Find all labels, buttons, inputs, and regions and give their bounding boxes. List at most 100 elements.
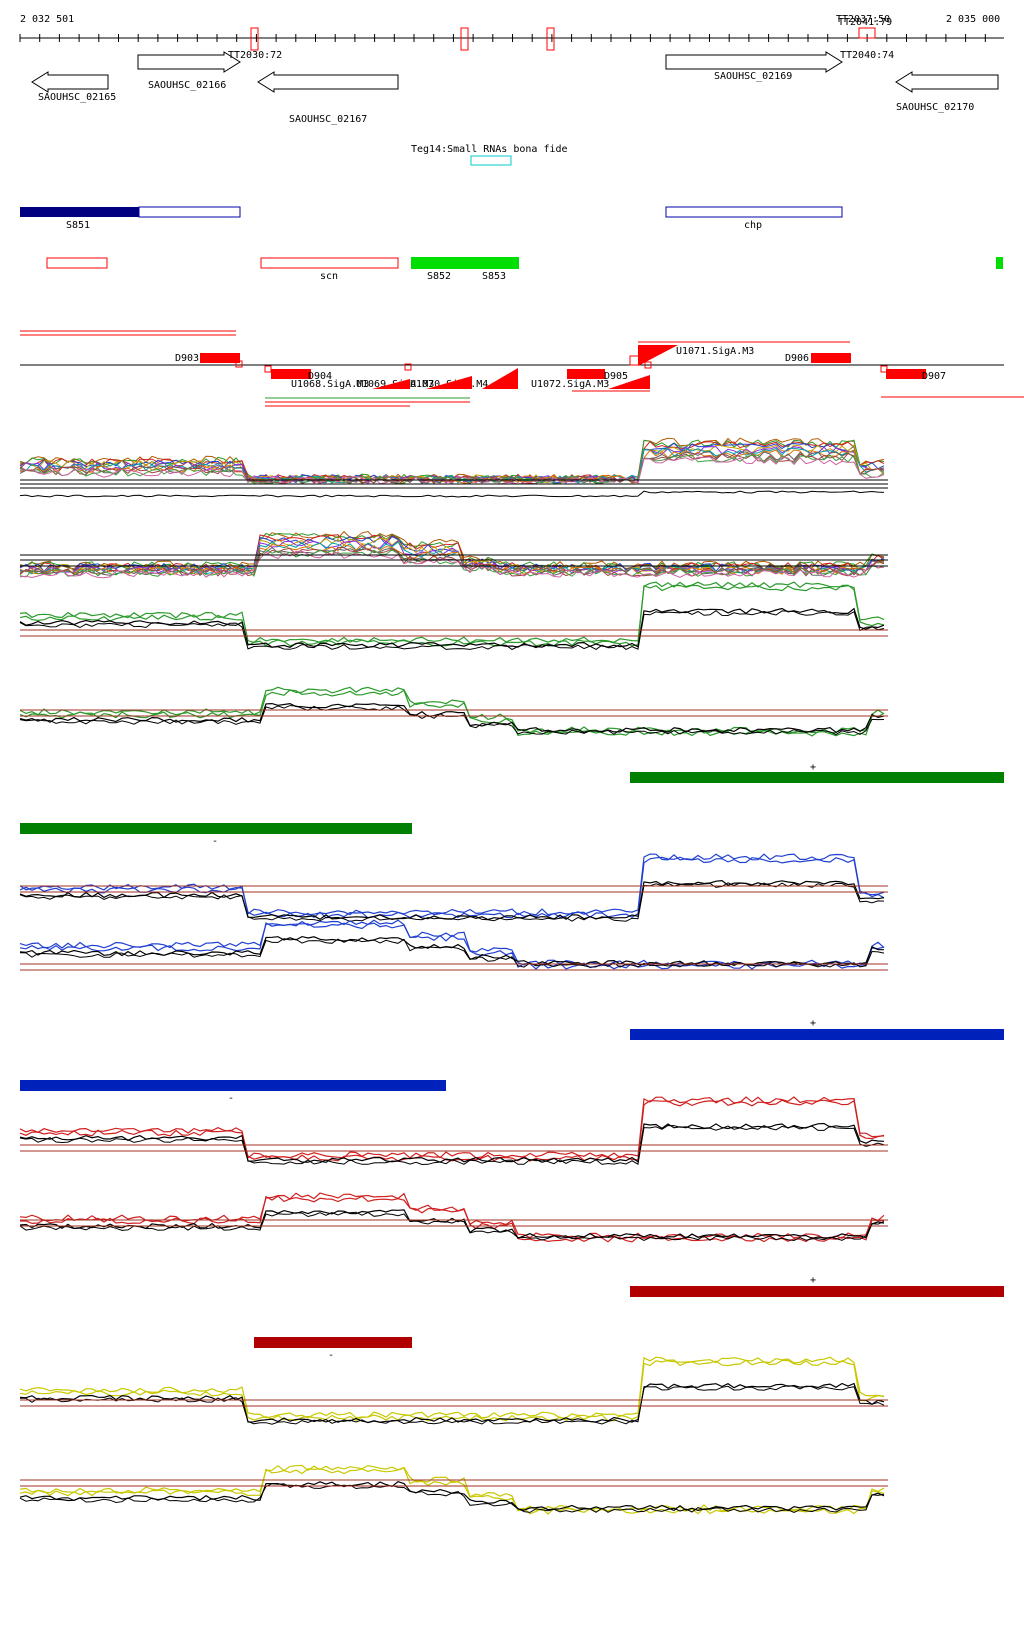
- minus-strand-label: -: [228, 1093, 234, 1104]
- ruler-ticks: [19, 34, 986, 42]
- profile-line-plus: [19, 1382, 885, 1424]
- minus-strand-label: -: [328, 1350, 334, 1361]
- profile-line-minus: [19, 938, 885, 968]
- gene-arrow-saouhsc-02165[interactable]: [31, 71, 109, 93]
- plus-strand-bar-red[interactable]: [630, 1286, 1004, 1297]
- feature-label: U1072.SigA.M3: [531, 379, 609, 390]
- segment-label: chp: [744, 220, 762, 231]
- terminator-label-tt2041: TT2041:79: [838, 17, 892, 28]
- segment-green-edge[interactable]: [996, 257, 1003, 269]
- segment-s851-outline[interactable]: [138, 206, 241, 218]
- feature-track: D903 D904 U1068.SigA.M3 U1069.SigA.M3 U1…: [20, 330, 1024, 407]
- profile-line-plus: [19, 490, 885, 498]
- profile-line-minus: [19, 530, 885, 570]
- profile-line-minus: [19, 546, 885, 577]
- feature-d905[interactable]: [567, 369, 605, 379]
- minus-strand-bar-red[interactable]: [254, 1337, 412, 1348]
- profile-line-minus: [19, 919, 885, 967]
- feature-label: D903: [175, 353, 199, 364]
- small-rna-track: Teg14:Small RNAs bona fide: [411, 144, 568, 166]
- minus-strand-label: -: [212, 836, 218, 847]
- gene-label: SAOUHSC_02170: [896, 102, 974, 113]
- feature-label: U1068.SigA.M3: [291, 379, 369, 390]
- profile-line-plus: [19, 454, 885, 485]
- segment-chp[interactable]: [665, 206, 843, 218]
- profile-line-plus: [19, 1385, 885, 1425]
- segment-s851-solid[interactable]: [20, 207, 139, 217]
- terminator-marker[interactable]: [546, 27, 555, 51]
- feature-d906[interactable]: [811, 353, 851, 363]
- profile-line-minus: [19, 935, 884, 966]
- gene-arrow-saouhsc-02166[interactable]: [137, 51, 241, 73]
- profile-line-plus: [19, 856, 885, 919]
- profile-line-plus: [19, 1356, 885, 1419]
- plus-strand-label: +: [810, 1275, 816, 1286]
- feature-d903[interactable]: [200, 353, 240, 363]
- gene-track: SAOUHSC_02165 SAOUHSC_02166 SAOUHSC_0216…: [31, 51, 999, 125]
- ruler-end-label: 2 035 000: [946, 14, 1000, 25]
- gene-arrow-saouhsc-02170[interactable]: [895, 71, 999, 93]
- profile-line-plus: [19, 1359, 885, 1422]
- strand-bars: + - + - + -: [20, 762, 1004, 1361]
- terminator-label-tt2037: TT2037:50: [836, 14, 890, 25]
- feature-label: U1071.SigA.M3: [676, 346, 754, 357]
- segment-label: scn: [320, 271, 338, 282]
- profile-line-plus: [19, 447, 885, 484]
- minus-strand-bar-blue[interactable]: [20, 1080, 446, 1091]
- minus-strand-bar-green[interactable]: [20, 823, 412, 834]
- profile-line-minus: [19, 1483, 885, 1513]
- gene-arrow-saouhsc-02167[interactable]: [257, 71, 399, 93]
- terminator-marker[interactable]: [858, 27, 876, 39]
- profile-line-plus: [19, 882, 885, 922]
- small-rna-label: Teg14:Small RNAs bona fide: [411, 144, 568, 155]
- profile-line-minus: [19, 1209, 885, 1239]
- profile-line-minus: [19, 537, 885, 574]
- segment-track: S851 chp scn S852 S853: [20, 206, 1003, 282]
- ruler-start-label: 2 032 501: [20, 14, 74, 25]
- profile-line-plus: [19, 610, 885, 651]
- profile-line-plus: [19, 1124, 885, 1166]
- profile-line-minus: [19, 550, 885, 579]
- coordinate-ruler: 2 032 501 2 035 000 TT2030:72 TT2040:74 …: [19, 14, 1004, 61]
- gene-label: SAOUHSC_02167: [289, 114, 367, 125]
- feature-label: D904: [308, 371, 332, 382]
- feature-label: D905: [604, 371, 628, 382]
- profile-line-minus: [19, 922, 885, 970]
- profile-line-plus: [19, 584, 885, 647]
- profile-line-plus: [19, 1099, 885, 1162]
- expression-profiles: [19, 437, 888, 1515]
- profile-line-plus: [19, 581, 885, 644]
- terminator-label-tt2030: TT2030:72: [228, 50, 282, 61]
- plus-strand-label: +: [810, 1018, 816, 1029]
- segment-s852-s853[interactable]: [411, 257, 519, 269]
- small-rna-box[interactable]: [470, 155, 512, 166]
- profile-line-minus: [19, 1211, 885, 1242]
- feature-d907[interactable]: [886, 369, 926, 379]
- profile-line-plus: [19, 451, 885, 485]
- feature-label: D907: [922, 371, 946, 382]
- segment-label: S851: [66, 220, 90, 231]
- plus-strand-bar-green[interactable]: [630, 772, 1004, 783]
- terminator-label-tt2040: TT2040:74: [840, 50, 894, 61]
- terminator-marker[interactable]: [460, 27, 469, 51]
- gene-arrow-saouhsc-02169[interactable]: [665, 51, 843, 73]
- gene-label: SAOUHSC_02166: [148, 80, 226, 91]
- profile-line-minus: [19, 702, 885, 734]
- feature-d904[interactable]: [271, 369, 311, 379]
- gene-label: SAOUHSC_02169: [714, 71, 792, 82]
- segment-scn[interactable]: [260, 257, 399, 269]
- terminator-marker[interactable]: [250, 27, 259, 51]
- profile-line-minus: [19, 1464, 885, 1512]
- segment-label: S852: [427, 271, 451, 282]
- profile-line-minus: [19, 548, 885, 578]
- profile-line-minus: [19, 1192, 885, 1240]
- segment-red-outline[interactable]: [46, 257, 108, 269]
- profile-line-plus: [19, 1096, 885, 1159]
- feature-label: D906: [785, 353, 809, 364]
- gene-label: SAOUHSC_02165: [38, 92, 116, 103]
- plus-strand-label: +: [810, 762, 816, 773]
- segment-label: S853: [482, 271, 506, 282]
- plus-strand-bar-blue[interactable]: [630, 1029, 1004, 1040]
- profile-line-plus: [19, 853, 885, 916]
